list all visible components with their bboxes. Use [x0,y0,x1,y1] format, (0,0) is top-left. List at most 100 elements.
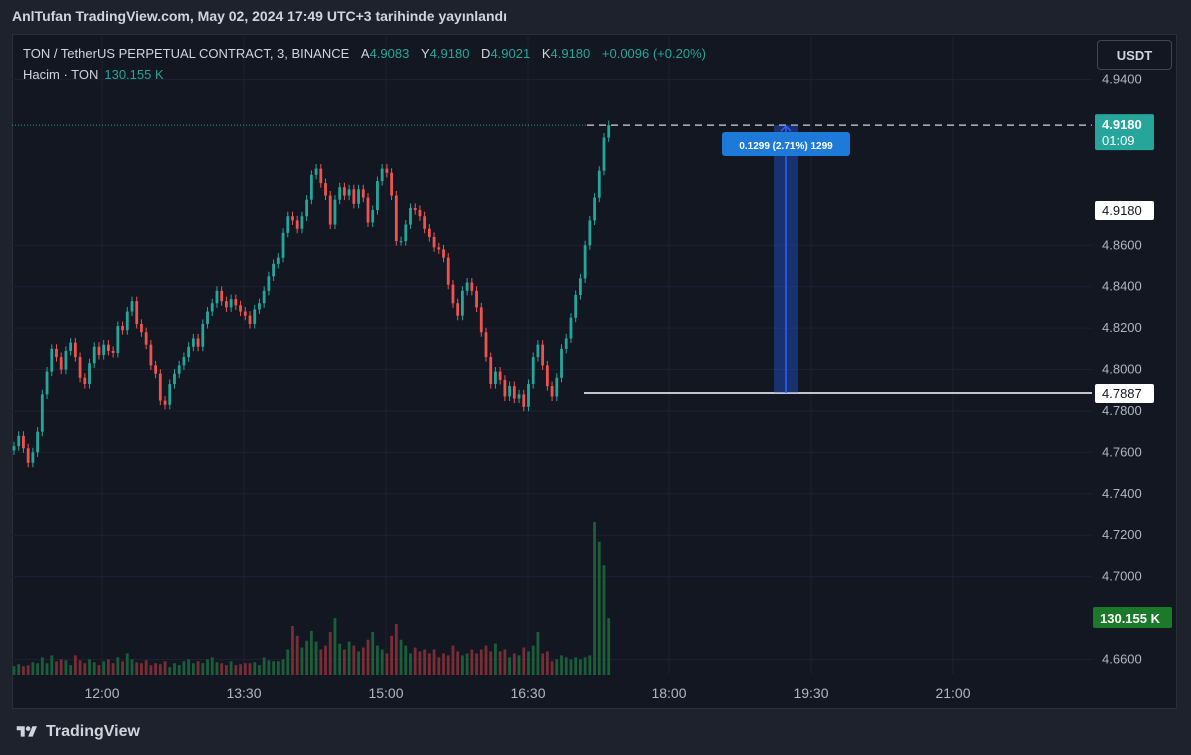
candle-body [418,210,422,217]
candle-body [446,257,450,285]
candle-body [470,282,474,291]
candle-body [574,294,578,318]
close-value: 4.9180 [550,46,591,61]
volume-bar [531,645,535,675]
volume-bar [281,659,285,675]
volume-bar [187,659,191,675]
candle-body [40,394,44,432]
volume-bar [272,661,275,675]
tradingview-logo[interactable]: TradingView [14,723,140,741]
volume-bar [12,666,16,675]
candle-body [102,344,106,356]
candle-body [465,282,469,291]
candle-body [536,344,540,358]
candle-body [22,435,25,449]
x-tick-label: 19:30 [793,685,828,701]
candle-body [494,371,497,385]
volume-legend-label: Hacim · TON [23,67,99,82]
candle-body [26,448,30,463]
candle-body [343,187,346,196]
candle-body [281,232,285,258]
candle-body [324,183,327,196]
volume-bar [404,645,408,675]
measure-arrowhead [780,125,792,132]
volume-bar [456,651,460,675]
candle-body [409,207,412,225]
volume-bar [149,665,153,675]
candle-body [607,125,611,138]
volume-bar [607,618,611,675]
candle-body [531,357,535,385]
price-chart[interactable]: 0.1299 (2.71%) 1299 4.9400 4.8600 4.8400 4.8… [12,34,1177,709]
candle-body [144,332,148,345]
change-value: +0.0096 (+0.20%) [601,46,706,61]
countdown-label: 01:09 [1102,133,1135,148]
volume-bar [324,645,327,675]
volume-bar [258,665,261,675]
y-tick-label: 4.9400 [1102,72,1142,87]
volume-bar [182,661,186,675]
candle-body [73,342,77,358]
volume-bar [409,653,412,675]
volume-bar [225,665,228,675]
volume-bar [479,649,483,675]
volume-bar [569,659,573,675]
volume-bar [177,665,181,675]
candle-body [404,224,408,242]
price-line-badge [1095,201,1154,220]
volume-bar [550,661,554,675]
volume-bar [88,659,91,675]
volume-bar [432,649,436,675]
candle-body [602,137,606,171]
candle-body [177,365,181,374]
candle-body [163,400,167,405]
volume-bar [427,653,431,675]
volume-bar [498,651,502,675]
candle-body [215,290,219,304]
candle-body [140,323,143,333]
volume-bar [125,653,129,675]
volume-bar [361,647,365,675]
candle-body [55,348,58,358]
volume-bar [130,659,134,675]
candle-body [182,357,186,366]
candle-body [116,326,120,353]
candle-body [12,446,16,451]
candle-body [262,290,266,304]
candle-body [376,181,379,211]
volume-bar [522,647,526,675]
high-label: Y [420,46,430,61]
candle-body [248,315,252,324]
x-tick-label: 21:00 [935,685,970,701]
candle-body [78,357,82,378]
volume-bar [173,663,176,675]
support-label: 4.7887 [1102,386,1142,401]
volume-bar [366,639,370,675]
volume-bar [503,649,507,675]
volume-bar [191,663,195,675]
candle-body [461,290,464,316]
candle-body [432,236,436,248]
volume-bar [593,522,596,675]
volume-bar [494,643,497,675]
candle-body [399,241,403,243]
volume-bar [102,661,106,675]
candle-body [437,247,441,250]
candle-body [371,210,375,223]
volume-bar [579,659,582,675]
volume-bar [97,665,101,675]
y-tick-label: 4.8000 [1102,362,1142,377]
volume-bar [140,663,143,675]
candle-body [527,384,530,407]
volume-bar [333,618,337,675]
currency-button[interactable]: USDT [1097,40,1172,70]
volume-bar [111,663,115,675]
brand-name: TradingView [46,723,140,740]
volume-legend-value: 130.155 K [104,67,164,82]
volume-bar [168,667,172,675]
candle-body [305,199,309,217]
candle-body [475,290,478,308]
volume-bar [343,649,346,675]
volume-bar [163,661,167,675]
candle-body [201,323,205,347]
